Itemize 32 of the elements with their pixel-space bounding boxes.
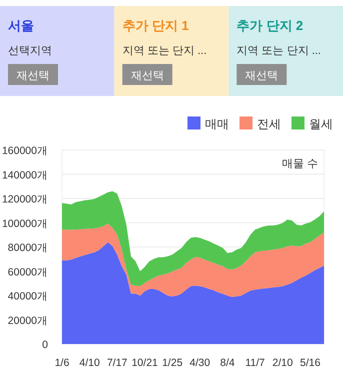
legend-label: 매매 (205, 117, 229, 131)
y-tick-label: 60000개 (8, 266, 48, 278)
text: 서울 (8, 18, 34, 33)
x-tick-label: 10/21 (132, 357, 158, 369)
text: 재선택 (130, 70, 164, 82)
y-tick-label: 100000개 (2, 218, 48, 230)
y-tick-label: 0 (42, 339, 48, 351)
y-tick-label: 160000개 (2, 145, 48, 157)
x-tick-label: 11/7 (245, 357, 266, 369)
y-tick-label: 40000개 (8, 290, 48, 302)
text: 재선택 (16, 70, 50, 82)
y-tick-label: 140000개 (2, 169, 48, 182)
x-tick-label: 8/4 (220, 357, 235, 369)
text: 추가 단지 2 (236, 18, 304, 33)
text: 재선택 (245, 70, 278, 82)
x-tick-label: 4/30 (190, 357, 210, 369)
x-tick-label: 4/10 (79, 357, 100, 369)
x-tick-label: 2/10 (272, 357, 294, 369)
x-tick-label: 5/16 (300, 357, 321, 369)
y-tick-label: 120000개 (2, 194, 48, 206)
annotation: 매물 수 (282, 158, 318, 170)
y-tick-label: 20000개 (8, 314, 48, 327)
legend-label: 월세 (309, 117, 333, 131)
text: 추가 단지 1 (122, 18, 189, 33)
legend-label: 전세 (257, 117, 281, 131)
y-tick-label: 80000개 (8, 242, 48, 254)
x-tick-label: 7/17 (106, 357, 128, 369)
text: 지역 또는 단지 ... (236, 45, 322, 57)
x-tick-label: 1/25 (162, 357, 183, 369)
text: 선택지역 (8, 45, 52, 57)
text: 지역 또는 단지 ... (122, 45, 207, 57)
x-tick-label: 1/6 (54, 357, 70, 369)
